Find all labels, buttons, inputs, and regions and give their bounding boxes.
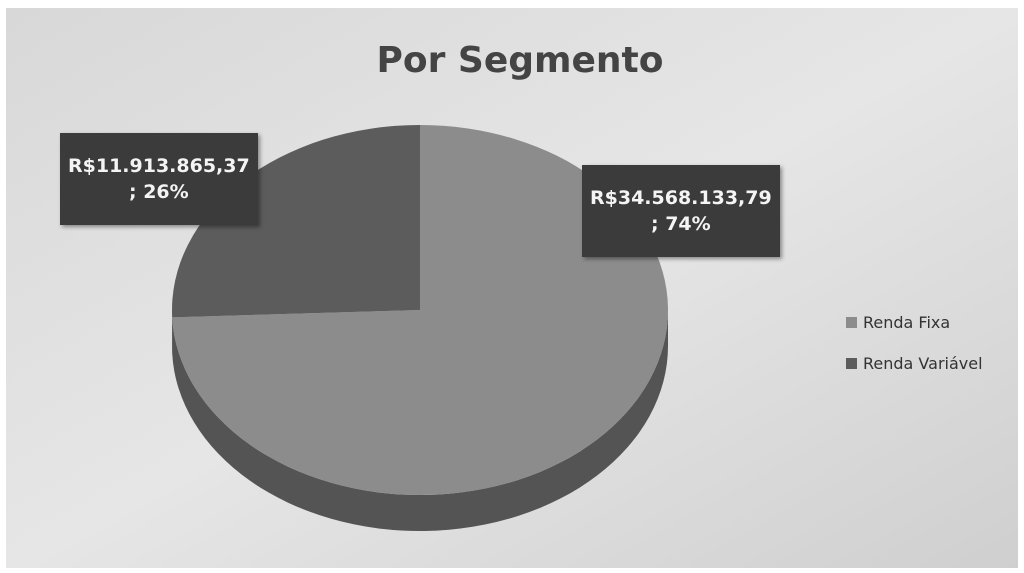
pie-slice bbox=[172, 125, 668, 495]
pie-slice bbox=[172, 125, 420, 318]
data-label: R$11.913.865,37 ; 26% bbox=[60, 133, 258, 225]
legend-label: Renda Fixa bbox=[863, 313, 951, 332]
chart-title: Por Segmento bbox=[376, 40, 663, 81]
legend-item: Renda Fixa bbox=[846, 302, 983, 343]
data-label: R$34.568.133,79 ; 74% bbox=[582, 165, 780, 257]
legend: Renda Fixa Renda Variável bbox=[846, 302, 983, 384]
legend-item: Renda Variável bbox=[846, 343, 983, 384]
pie-side bbox=[172, 310, 668, 531]
legend-label: Renda Variável bbox=[863, 354, 983, 373]
legend-swatch bbox=[846, 358, 857, 369]
legend-swatch bbox=[846, 317, 857, 328]
